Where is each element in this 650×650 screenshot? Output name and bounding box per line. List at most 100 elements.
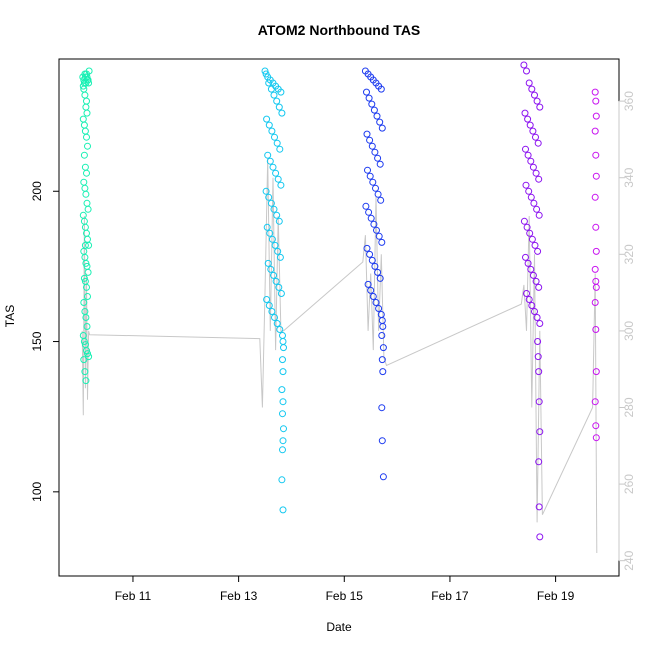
data-point <box>80 151 88 159</box>
data-point <box>591 127 599 135</box>
data-point <box>370 220 378 228</box>
data-point <box>84 293 91 300</box>
data-point <box>83 323 91 330</box>
data-point <box>271 314 278 321</box>
data-point <box>528 235 536 243</box>
data-point <box>275 283 283 291</box>
data-point <box>520 61 528 69</box>
data-point <box>364 280 372 288</box>
data-point <box>270 91 278 99</box>
data-point <box>374 190 382 198</box>
y-tick-label: 200 <box>30 181 44 201</box>
data-point <box>522 181 530 189</box>
data-point <box>523 290 530 297</box>
data-point <box>279 368 287 376</box>
data-point <box>373 226 380 234</box>
data-point <box>273 211 281 219</box>
data-point <box>268 235 276 243</box>
data-point <box>83 347 90 355</box>
data-point <box>279 332 286 339</box>
data-point <box>526 121 534 129</box>
y-tick-label: 150 <box>30 331 44 351</box>
data-point <box>274 247 282 255</box>
data-point <box>265 121 273 129</box>
data-point <box>527 157 535 165</box>
data-point <box>263 115 271 123</box>
line-layer <box>81 158 598 554</box>
data-point <box>378 124 386 132</box>
data-point <box>379 368 387 376</box>
data-point <box>591 299 599 306</box>
data-point <box>374 154 382 162</box>
data-point <box>379 323 387 330</box>
data-point <box>81 223 89 231</box>
data-point <box>278 386 286 394</box>
data-point <box>271 241 279 249</box>
axis-layer: Feb 11 Feb 13 Feb 15 Feb 17 Feb 19 100 150 200 2… <box>30 91 636 603</box>
data-point <box>527 265 535 273</box>
data-point <box>369 178 377 186</box>
chart-title: ATOM2 Northbound TAS <box>258 22 421 38</box>
data-point <box>368 142 376 150</box>
series-line <box>81 158 598 554</box>
y-right-tick-label: 340 <box>622 167 636 187</box>
data-point <box>276 145 284 153</box>
data-point <box>374 268 382 276</box>
data-point <box>270 271 277 279</box>
data-point <box>279 398 287 406</box>
data-point <box>84 76 91 84</box>
data-point <box>80 356 88 364</box>
data-point <box>524 151 532 159</box>
data-point <box>273 97 281 105</box>
data-point <box>524 115 532 123</box>
data-point <box>592 151 600 159</box>
data-point <box>592 97 600 105</box>
data-point <box>535 211 543 219</box>
y-right-tick-label: 240 <box>622 550 636 570</box>
data-point <box>592 247 600 255</box>
data-point <box>83 169 90 177</box>
data-point <box>533 205 541 213</box>
data-point <box>363 244 371 252</box>
data-point <box>536 428 544 436</box>
data-point <box>83 199 91 207</box>
data-point <box>592 223 600 231</box>
data-point <box>534 247 542 255</box>
data-point <box>526 229 534 237</box>
data-point <box>592 326 600 333</box>
data-point <box>520 217 528 225</box>
data-point <box>280 344 287 352</box>
data-point <box>273 320 281 327</box>
data-point <box>277 181 285 189</box>
data-point <box>522 145 529 153</box>
data-point <box>378 317 386 324</box>
data-point <box>368 100 376 108</box>
data-point <box>83 283 90 291</box>
data-point <box>81 241 89 249</box>
data-point <box>378 238 386 246</box>
data-point <box>275 103 283 111</box>
data-point <box>267 85 275 93</box>
data-point <box>535 175 543 183</box>
y-right-tick-label: 260 <box>622 474 636 494</box>
data-point <box>268 127 276 135</box>
x-tick-label: Feb 13 <box>220 589 258 603</box>
data-point <box>279 437 287 445</box>
data-point <box>278 476 286 484</box>
data-point <box>80 338 88 345</box>
data-point <box>262 70 270 78</box>
data-point <box>80 178 88 186</box>
data-point <box>528 302 536 309</box>
data-point <box>535 283 543 291</box>
data-point <box>531 308 538 315</box>
x-axis-label: Date <box>326 620 352 634</box>
data-point <box>82 314 90 321</box>
data-point <box>370 106 378 114</box>
data-point <box>275 217 283 225</box>
data-point <box>365 208 373 216</box>
data-point <box>522 253 529 261</box>
data-point <box>591 88 599 96</box>
data-point <box>527 193 535 201</box>
data-point <box>366 250 374 258</box>
data-point <box>524 259 532 267</box>
